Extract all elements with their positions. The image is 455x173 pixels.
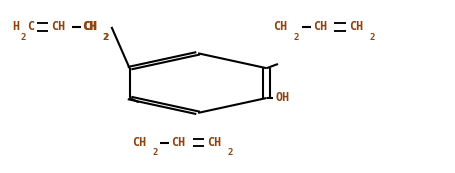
Text: CH: CH bbox=[51, 20, 66, 33]
Text: CH: CH bbox=[171, 136, 186, 149]
Text: OH: OH bbox=[276, 92, 290, 104]
Text: CH: CH bbox=[83, 20, 97, 33]
Text: 2: 2 bbox=[294, 33, 299, 42]
Text: CH: CH bbox=[313, 20, 327, 33]
Text: 2: 2 bbox=[104, 33, 109, 42]
Text: CH: CH bbox=[82, 20, 96, 33]
Text: H: H bbox=[13, 20, 20, 33]
Text: C: C bbox=[27, 20, 34, 33]
Text: 2: 2 bbox=[152, 148, 157, 157]
Text: 2: 2 bbox=[21, 33, 26, 42]
Text: 2: 2 bbox=[228, 148, 233, 157]
Text: 2: 2 bbox=[369, 33, 374, 42]
Text: 2: 2 bbox=[102, 33, 108, 42]
Text: CH: CH bbox=[273, 20, 288, 33]
Text: CH: CH bbox=[349, 20, 363, 33]
Text: CH: CH bbox=[132, 136, 146, 149]
Text: CH: CH bbox=[207, 136, 222, 149]
